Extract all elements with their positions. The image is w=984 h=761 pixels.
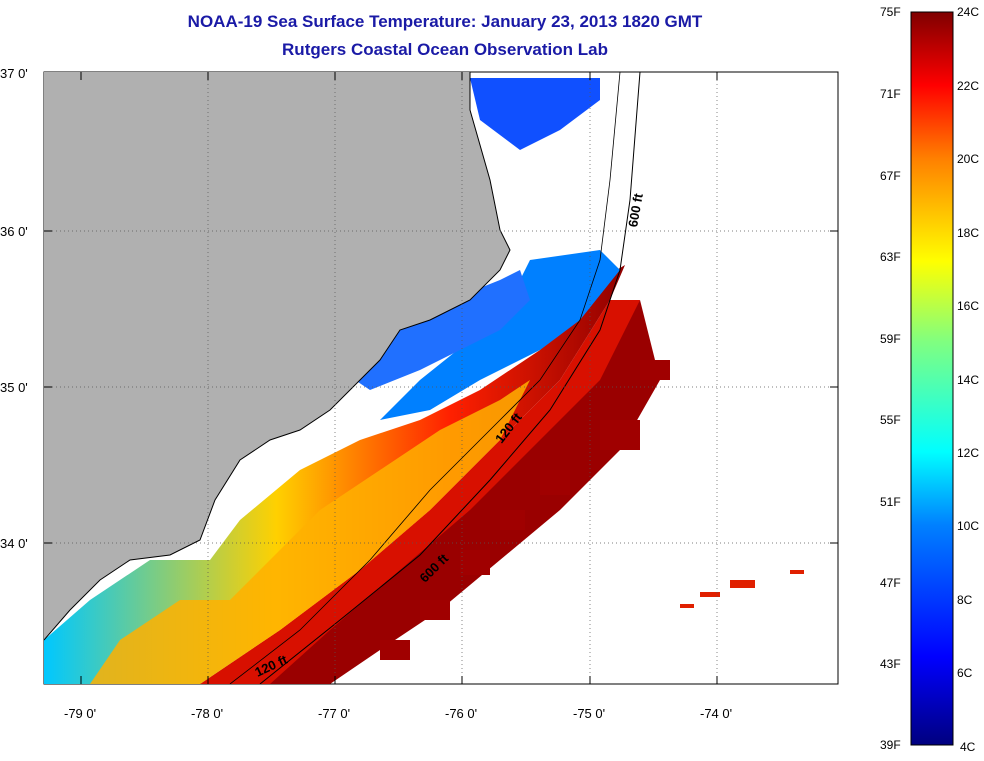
- colorbar-c-label: 12C: [957, 446, 980, 460]
- colorbar-c-label: 16C: [957, 299, 980, 313]
- shelf-water-yellow: [90, 380, 530, 684]
- lon-label: -74 0': [700, 706, 732, 721]
- contour-120ft: [229, 72, 621, 684]
- colorbar-c-label: 4C: [960, 740, 976, 754]
- map-title: NOAA-19 Sea Surface Temperature: January…: [187, 12, 703, 31]
- lon-label: -77 0': [318, 706, 350, 721]
- colorbar-f-label: 51F: [880, 495, 901, 509]
- colorbar-c-label: 20C: [957, 152, 980, 166]
- colorbar-c-label: 10C: [957, 519, 980, 533]
- colorbar: [910, 11, 954, 746]
- colorbar-f-label: 59F: [880, 332, 901, 346]
- colorbar-c-label: 22C: [957, 79, 980, 93]
- red-streak: [680, 570, 804, 608]
- lon-label: -76 0': [445, 706, 477, 721]
- lon-label: -75 0': [573, 706, 605, 721]
- offshore-warm-patches: [380, 360, 670, 660]
- contour-600ft: [259, 72, 641, 684]
- colorbar-f-label: 71F: [880, 87, 901, 101]
- lat-label: 36 0': [0, 224, 28, 239]
- nearshore-cool-water: [380, 250, 620, 420]
- colorbar-f-label: 47F: [880, 576, 901, 590]
- colorbar-c-label: 8C: [957, 593, 973, 607]
- colorbar-f-label: 43F: [880, 657, 901, 671]
- colorbar-f-label: 55F: [880, 413, 901, 427]
- colorbar-c-label: 18C: [957, 226, 980, 240]
- northern-cool-water: [470, 78, 600, 150]
- colorbar-f-label: 63F: [880, 250, 901, 264]
- pamlico-sound: [340, 270, 530, 390]
- map-subtitle: Rutgers Coastal Ocean Observation Lab: [282, 40, 608, 59]
- colorbar-c-label: 14C: [957, 373, 980, 387]
- lon-label: -78 0': [191, 706, 223, 721]
- coastline: [44, 72, 511, 641]
- contour-label-600ft-north: 600 ft: [625, 192, 646, 229]
- land-mass: [44, 72, 510, 640]
- lat-label: 35 0': [0, 380, 28, 395]
- colorbar-f-label: 39F: [880, 738, 901, 752]
- shelf-water-warm: [44, 265, 625, 684]
- lon-label: -79 0': [64, 706, 96, 721]
- grid: [44, 72, 838, 684]
- gulf-stream-core: [200, 300, 640, 684]
- colorbar-c-label: 24C: [957, 5, 980, 19]
- colorbar-c-label: 6C: [957, 666, 973, 680]
- lat-label: 34 0': [0, 536, 28, 551]
- colorbar-f-label: 67F: [880, 169, 901, 183]
- lat-label: 37 0': [0, 66, 28, 81]
- axis-ticks: [44, 72, 838, 684]
- colorbar-f-label: 75F: [880, 5, 901, 19]
